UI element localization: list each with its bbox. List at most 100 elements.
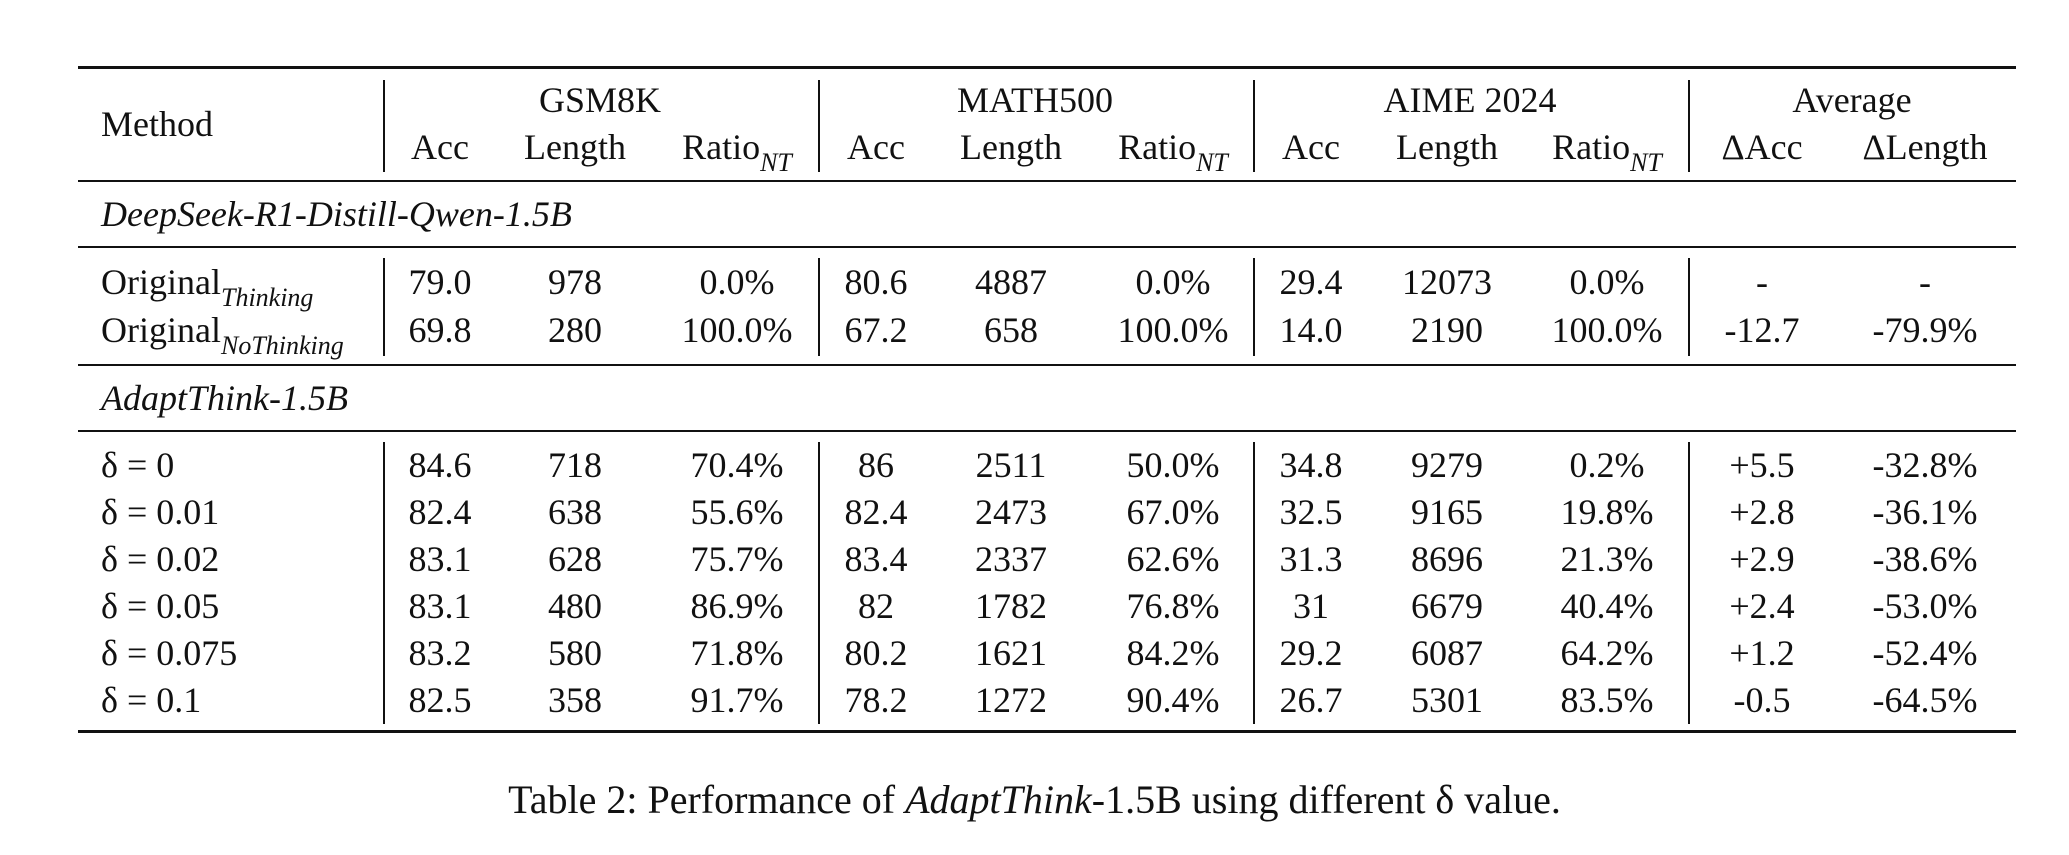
bottom-rule xyxy=(78,730,2016,733)
cell-avg-delta-acc: +2.8 xyxy=(1729,492,1795,532)
cell-gsm8k-ratio: 86.9% xyxy=(690,586,784,626)
row-label-original-thinking: OriginalThinking xyxy=(101,262,314,312)
subheader-acc: Acc xyxy=(411,127,469,167)
cell-avg-delta-length: -79.9% xyxy=(1872,310,1978,350)
cell-avg-delta-acc: -12.7 xyxy=(1724,310,1800,350)
cell-aime-ratio: 0.2% xyxy=(1569,445,1645,485)
group-header-aime2024: AIME 2024 xyxy=(1383,80,1557,120)
cell-gsm8k-ratio: 70.4% xyxy=(690,445,784,485)
cell-math500-acc: 82 xyxy=(858,586,894,626)
cell-math500-acc: 86 xyxy=(858,445,894,485)
cell-gsm8k-acc: 83.2 xyxy=(408,633,472,673)
row-label-delta: δ = 0.1 xyxy=(101,680,202,720)
col-divider xyxy=(383,442,385,724)
cell-math500-ratio: 90.4% xyxy=(1126,680,1220,720)
cell-avg-delta-acc: +2.4 xyxy=(1729,586,1795,626)
subheader-length: Length xyxy=(524,127,626,167)
cell-math500-acc: 83.4 xyxy=(844,539,908,579)
cell-aime-ratio: 0.0% xyxy=(1569,262,1645,302)
row-label-original-nothinking: OriginalNoThinking xyxy=(101,310,344,360)
cell-gsm8k-length: 580 xyxy=(548,633,602,673)
cell-aime-acc: 31.3 xyxy=(1279,539,1343,579)
subheader-length: Length xyxy=(960,127,1062,167)
cell-gsm8k-acc: 82.5 xyxy=(408,680,472,720)
cell-gsm8k-length: 280 xyxy=(548,310,602,350)
group-header-average: Average xyxy=(1792,80,1912,120)
cell-math500-ratio: 0.0% xyxy=(1135,262,1211,302)
cell-aime-acc: 32.5 xyxy=(1279,492,1343,532)
group-header-math500: MATH500 xyxy=(956,80,1114,120)
section1-rule xyxy=(78,246,2016,248)
cell-aime-acc: 31 xyxy=(1293,586,1329,626)
cell-gsm8k-acc: 84.6 xyxy=(408,445,472,485)
cell-gsm8k-length: 718 xyxy=(548,445,602,485)
cell-gsm8k-length: 480 xyxy=(548,586,602,626)
subheader-ratio: RatioNT xyxy=(1118,127,1228,177)
row-label-delta: δ = 0.02 xyxy=(101,539,220,579)
col-divider xyxy=(1253,80,1255,172)
section-title-adaptthink: AdaptThink-1.5B xyxy=(101,378,348,418)
cell-gsm8k-acc: 82.4 xyxy=(408,492,472,532)
cell-aime-acc: 14.0 xyxy=(1279,310,1343,350)
header-rule xyxy=(78,180,2016,182)
cell-gsm8k-ratio: 0.0% xyxy=(699,262,775,302)
cell-gsm8k-ratio: 55.6% xyxy=(690,492,784,532)
cell-math500-ratio: 100.0% xyxy=(1117,310,1229,350)
cell-math500-acc: 80.2 xyxy=(844,633,908,673)
subheader-acc: Acc xyxy=(1282,127,1340,167)
cell-math500-ratio: 50.0% xyxy=(1126,445,1220,485)
cell-math500-length: 658 xyxy=(984,310,1038,350)
cell-avg-delta-acc: +2.9 xyxy=(1729,539,1795,579)
cell-avg-delta-acc: - xyxy=(1756,262,1768,302)
cell-math500-length: 1782 xyxy=(975,586,1047,626)
cell-gsm8k-length: 978 xyxy=(548,262,602,302)
col-divider xyxy=(1688,258,1690,356)
cell-math500-acc: 67.2 xyxy=(844,310,908,350)
cell-aime-length: 9165 xyxy=(1411,492,1483,532)
cell-aime-ratio: 21.3% xyxy=(1560,539,1654,579)
cell-math500-length: 2511 xyxy=(975,445,1047,485)
cell-math500-length: 1272 xyxy=(975,680,1047,720)
cell-aime-acc: 34.8 xyxy=(1279,445,1343,485)
table-caption: Table 2: Performance of AdaptThink-1.5B … xyxy=(508,777,1561,822)
cell-aime-length: 9279 xyxy=(1411,445,1483,485)
cell-gsm8k-length: 628 xyxy=(548,539,602,579)
cell-aime-ratio: 100.0% xyxy=(1551,310,1663,350)
cell-avg-delta-length: -64.5% xyxy=(1872,680,1978,720)
cell-avg-delta-acc: -0.5 xyxy=(1733,680,1791,720)
cell-math500-ratio: 62.6% xyxy=(1126,539,1220,579)
cell-math500-ratio: 67.0% xyxy=(1126,492,1220,532)
cell-aime-length: 6679 xyxy=(1411,586,1483,626)
cell-gsm8k-acc: 83.1 xyxy=(408,539,472,579)
col-divider xyxy=(383,258,385,356)
cell-math500-ratio: 76.8% xyxy=(1126,586,1220,626)
col-divider xyxy=(1688,442,1690,724)
cell-gsm8k-length: 638 xyxy=(548,492,602,532)
cell-avg-delta-length: -52.4% xyxy=(1872,633,1978,673)
cell-gsm8k-ratio: 100.0% xyxy=(681,310,793,350)
cell-gsm8k-ratio: 75.7% xyxy=(690,539,784,579)
cell-gsm8k-length: 358 xyxy=(548,680,602,720)
cell-aime-acc: 29.2 xyxy=(1279,633,1343,673)
cell-avg-delta-length: -36.1% xyxy=(1872,492,1978,532)
cell-math500-acc: 80.6 xyxy=(844,262,908,302)
subheader-delta-acc: ΔAcc xyxy=(1721,127,1803,167)
cell-avg-delta-length: - xyxy=(1919,262,1931,302)
cell-gsm8k-acc: 79.0 xyxy=(408,262,472,302)
cell-aime-ratio: 83.5% xyxy=(1560,680,1654,720)
cell-gsm8k-ratio: 71.8% xyxy=(690,633,784,673)
col-divider xyxy=(1688,80,1690,172)
col-divider xyxy=(818,442,820,724)
col-divider xyxy=(1253,258,1255,356)
cell-aime-acc: 29.4 xyxy=(1279,262,1343,302)
top-rule xyxy=(78,66,2016,69)
cell-aime-length: 12073 xyxy=(1402,262,1492,302)
method-header: Method xyxy=(101,104,213,144)
section2-rule xyxy=(78,430,2016,432)
cell-gsm8k-acc: 69.8 xyxy=(408,310,472,350)
cell-aime-length: 8696 xyxy=(1411,539,1483,579)
group-header-gsm8k: GSM8K xyxy=(538,80,662,120)
cell-math500-ratio: 84.2% xyxy=(1126,633,1220,673)
subheader-acc: Acc xyxy=(847,127,905,167)
cell-avg-delta-acc: +5.5 xyxy=(1729,445,1795,485)
